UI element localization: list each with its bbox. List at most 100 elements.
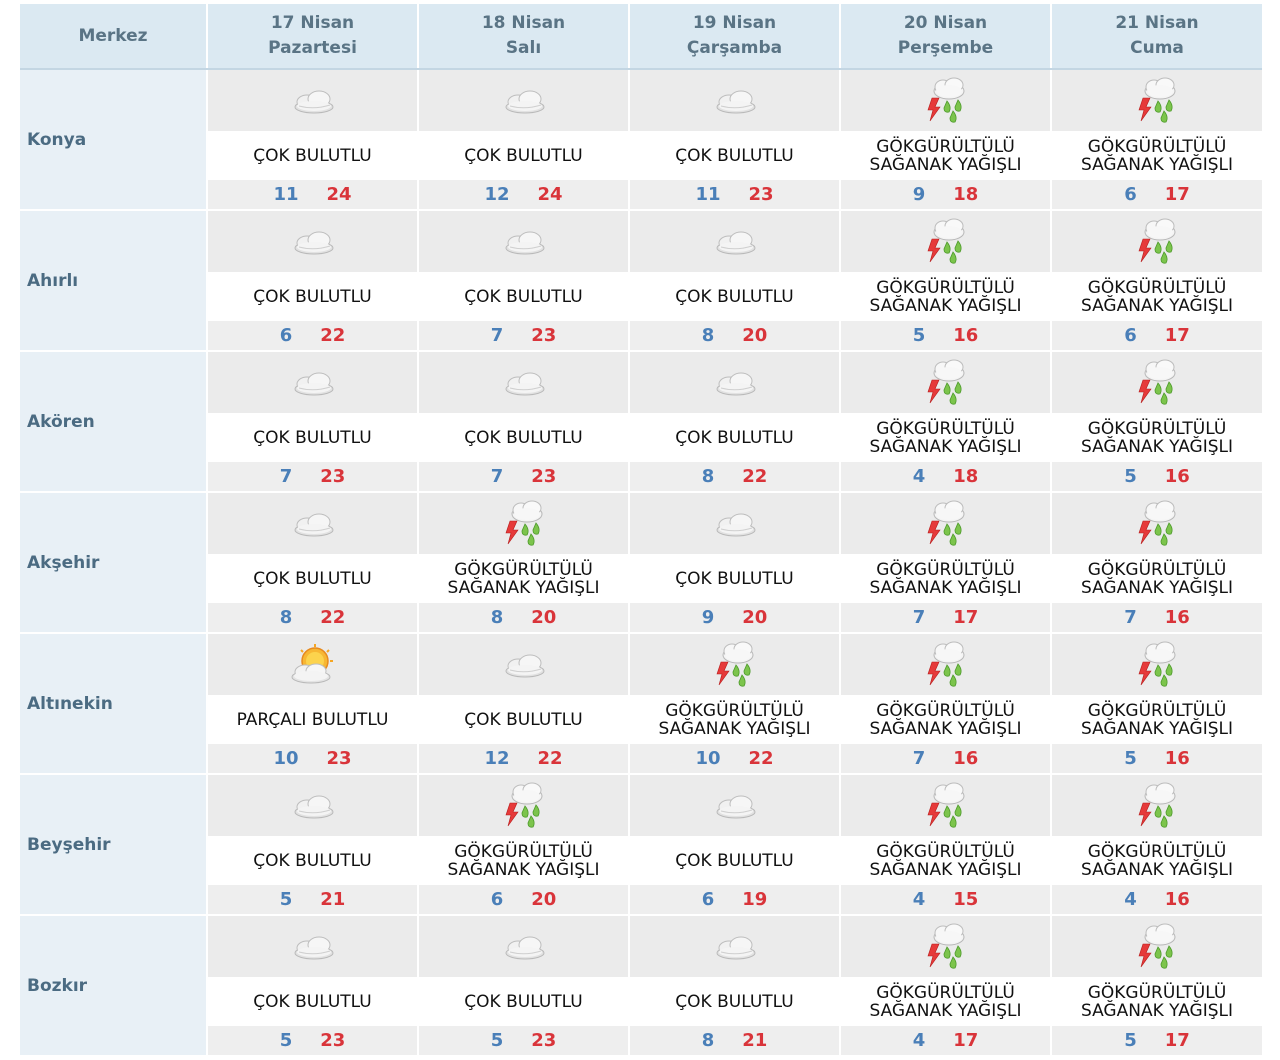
icon-area — [630, 916, 839, 977]
min-temperature: 5 — [279, 1030, 293, 1051]
header-row: Merkez 17 Nisan Pazartesi 18 Nisan Salı … — [20, 4, 1262, 70]
forecast-cell: GÖKGÜRÜLTÜLÜ SAĞANAK YAĞIŞLI 5 16 — [1050, 634, 1262, 773]
city-row: Ahırlı ÇOK BULUTLU 6 22 ÇOK BULUTLU 7 23 ÇOK BU… — [20, 211, 1262, 352]
description-line: ÇOK BULUTLU — [253, 427, 372, 448]
min-temperature: 5 — [490, 1030, 504, 1051]
weather-description: GÖKGÜRÜLTÜLÜ SAĞANAK YAĞIŞLI — [841, 554, 1050, 603]
icon-area — [208, 352, 417, 413]
forecast-cell: ÇOK BULUTLU 12 24 — [417, 70, 628, 209]
weather-description: GÖKGÜRÜLTÜLÜ SAĞANAK YAĞIŞLI — [841, 131, 1050, 180]
max-temperature: 17 — [1164, 184, 1190, 205]
temperature-range: 5 21 — [208, 885, 417, 914]
forecast-cell: ÇOK BULUTLU 7 23 — [417, 352, 628, 491]
weather-description: ÇOK BULUTLU — [630, 131, 839, 180]
description-line: GÖKGÜRÜLTÜLÜ — [1087, 982, 1227, 1003]
description-line: GÖKGÜRÜLTÜLÜ — [454, 559, 593, 580]
thunderstorm-icon — [918, 358, 974, 408]
icon-area — [841, 916, 1050, 977]
weather-description: GÖKGÜRÜLTÜLÜ SAĞANAK YAĞIŞLI — [841, 977, 1050, 1026]
icon-area — [630, 70, 839, 131]
cloudy-icon — [707, 225, 763, 259]
max-temperature: 23 — [326, 748, 352, 769]
thunderstorm-icon — [1129, 781, 1185, 831]
partly-cloudy-icon — [285, 643, 341, 687]
icon-area — [1052, 211, 1262, 272]
temperature-range: 4 16 — [1052, 885, 1262, 914]
max-temperature: 22 — [320, 325, 346, 346]
day-header: 21 Nisan Cuma — [1050, 4, 1262, 68]
temperature-range: 11 24 — [208, 180, 417, 209]
temperature-range: 9 18 — [841, 180, 1050, 209]
weather-description: ÇOK BULUTLU — [630, 272, 839, 321]
forecast-cell: ÇOK BULUTLU 6 19 — [628, 775, 839, 914]
min-temperature: 8 — [490, 607, 504, 628]
min-temperature: 10 — [273, 748, 299, 769]
city-name: Beyşehir — [20, 775, 206, 914]
description-line: ÇOK BULUTLU — [253, 145, 372, 166]
weather-description: ÇOK BULUTLU — [630, 977, 839, 1026]
icon-area — [419, 775, 628, 836]
day-weekday: Perşembe — [897, 38, 994, 58]
city-name: Akören — [20, 352, 206, 491]
description-line: ÇOK BULUTLU — [675, 427, 794, 448]
temperature-range: 4 17 — [841, 1026, 1050, 1055]
description-line: ÇOK BULUTLU — [464, 709, 583, 730]
max-temperature: 23 — [320, 1030, 346, 1051]
description-line: SAĞANAK YAĞIŞLI — [869, 718, 1022, 739]
day-header: 17 Nisan Pazartesi — [206, 4, 417, 68]
icon-area — [419, 916, 628, 977]
max-temperature: 16 — [953, 748, 979, 769]
icon-area — [1052, 634, 1262, 695]
icon-area — [630, 634, 839, 695]
description-line: ÇOK BULUTLU — [253, 991, 372, 1012]
day-weekday: Çarşamba — [686, 38, 783, 58]
min-temperature: 6 — [279, 325, 293, 346]
cloudy-icon — [285, 789, 341, 823]
min-temperature: 12 — [484, 748, 510, 769]
cloudy-icon — [707, 84, 763, 118]
max-temperature: 16 — [1164, 607, 1190, 628]
forecast-cell: GÖKGÜRÜLTÜLÜ SAĞANAK YAĞIŞLI 4 18 — [839, 352, 1050, 491]
max-temperature: 24 — [326, 184, 352, 205]
description-line: ÇOK BULUTLU — [675, 991, 794, 1012]
description-line: SAĞANAK YAĞIŞLI — [447, 859, 600, 880]
description-line: GÖKGÜRÜLTÜLÜ — [876, 700, 1015, 721]
icon-area — [208, 634, 417, 695]
day-header: 18 Nisan Salı — [417, 4, 628, 68]
city-rows: Konya ÇOK BULUTLU 11 24 ÇOK BULUTLU 12 24 ÇOK B… — [20, 70, 1262, 1057]
description-line: GÖKGÜRÜLTÜLÜ — [876, 136, 1015, 157]
description-line: GÖKGÜRÜLTÜLÜ — [454, 841, 593, 862]
thunderstorm-icon — [1129, 76, 1185, 126]
city-row: Altınekin PARÇALI BULUTLU 10 23 ÇOK BULUTLU 1… — [20, 634, 1262, 775]
forecast-cell: GÖKGÜRÜLTÜLÜ SAĞANAK YAĞIŞLI 8 20 — [417, 493, 628, 632]
city-name: Altınekin — [20, 634, 206, 773]
description-line: PARÇALI BULUTLU — [236, 709, 389, 730]
max-temperature: 22 — [537, 748, 563, 769]
description-line: GÖKGÜRÜLTÜLÜ — [1087, 277, 1227, 298]
temperature-range: 8 20 — [630, 321, 839, 350]
cloudy-icon — [496, 84, 552, 118]
thunderstorm-icon — [1129, 217, 1185, 267]
max-temperature: 16 — [1164, 748, 1190, 769]
icon-area — [208, 916, 417, 977]
forecast-cell: GÖKGÜRÜLTÜLÜ SAĞANAK YAĞIŞLI 5 16 — [1050, 352, 1262, 491]
forecast-cell: GÖKGÜRÜLTÜLÜ SAĞANAK YAĞIŞLI 6 17 — [1050, 70, 1262, 209]
min-temperature: 5 — [1124, 1030, 1137, 1051]
thunderstorm-icon — [1129, 358, 1185, 408]
temperature-range: 6 19 — [630, 885, 839, 914]
forecast-cell: PARÇALI BULUTLU 10 23 — [206, 634, 417, 773]
day-weekday: Salı — [505, 38, 542, 58]
description-line: SAĞANAK YAĞIŞLI — [1081, 154, 1233, 175]
min-temperature: 8 — [279, 607, 293, 628]
forecast-cell: ÇOK BULUTLU 8 21 — [628, 916, 839, 1055]
thunderstorm-icon — [496, 499, 552, 549]
temperature-range: 7 16 — [1052, 603, 1262, 632]
temperature-range: 5 17 — [1052, 1026, 1262, 1055]
weather-description: ÇOK BULUTLU — [208, 131, 417, 180]
thunderstorm-icon — [1129, 640, 1185, 690]
forecast-cell: GÖKGÜRÜLTÜLÜ SAĞANAK YAĞIŞLI 7 17 — [839, 493, 1050, 632]
forecast-cell: ÇOK BULUTLU 11 24 — [206, 70, 417, 209]
forecast-cell: GÖKGÜRÜLTÜLÜ SAĞANAK YAĞIŞLI 4 15 — [839, 775, 1050, 914]
temperature-range: 7 23 — [208, 462, 417, 491]
min-temperature: 10 — [695, 748, 721, 769]
